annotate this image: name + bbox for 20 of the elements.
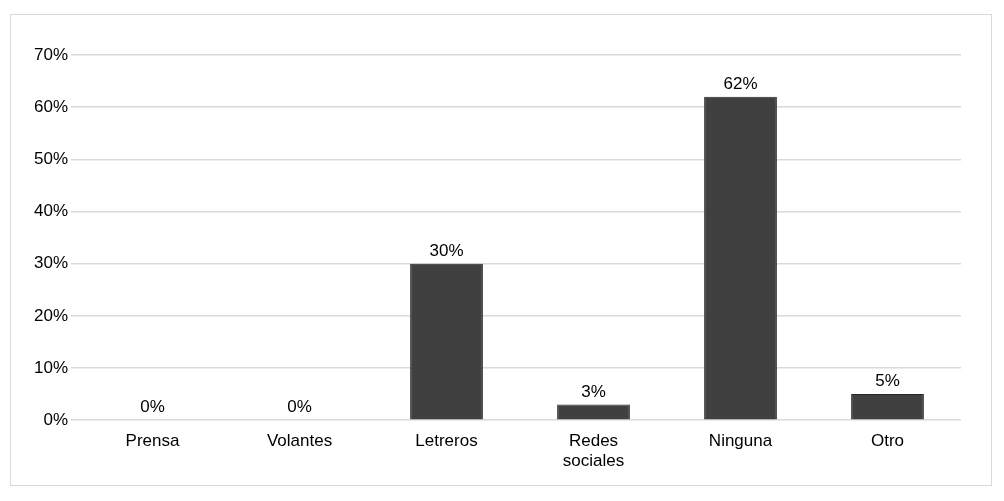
data-label: 5% xyxy=(875,371,900,391)
data-label: 0% xyxy=(140,397,165,417)
data-label: 30% xyxy=(429,240,464,260)
x-tick-label: Prensa xyxy=(125,431,180,451)
data-label: 62% xyxy=(723,73,758,93)
y-tick-label: 70% xyxy=(33,44,69,64)
x-tick-label: Otro xyxy=(870,431,905,451)
y-tick-label: 40% xyxy=(33,201,69,221)
data-label: 0% xyxy=(287,397,312,417)
x-tick-label: Redes sociales xyxy=(562,431,625,471)
x-tick-label: Letreros xyxy=(415,431,478,451)
y-tick-label: 50% xyxy=(33,149,69,169)
y-tick-label: 60% xyxy=(33,96,69,116)
y-tick-label: 20% xyxy=(33,305,69,325)
y-tick-label: 10% xyxy=(33,357,69,377)
x-tick-label: Ninguna xyxy=(708,431,773,451)
y-tick-label: 30% xyxy=(33,253,69,273)
y-tick-label: 0% xyxy=(43,409,69,429)
x-tick-label: Volantes xyxy=(266,431,333,451)
data-label: 3% xyxy=(581,381,606,401)
